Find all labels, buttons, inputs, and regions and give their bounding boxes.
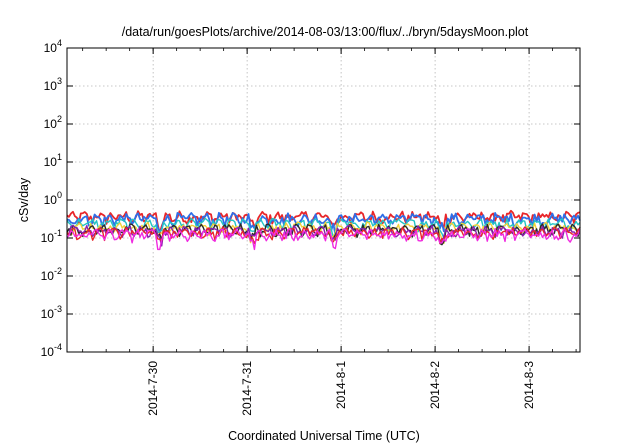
x-tick-label: 2014-7-30 [146, 361, 160, 416]
tick-label-layer: 10-4 10-3 10-2 10-1 100 101 102 103 104 2014-7-30… [41, 38, 536, 416]
y-axis-label: cSv/day [17, 177, 31, 222]
y-tick-label: 10-1 [41, 228, 62, 245]
y-tick-label: 102 [44, 114, 62, 131]
plot-frame [66, 47, 581, 353]
y-tick-label: 10-4 [41, 342, 62, 359]
y-tick-label: 10-2 [41, 266, 62, 283]
y-tick-label: 10-3 [41, 304, 62, 321]
x-tick-label: 2014-8-2 [428, 361, 442, 409]
series-layer [66, 209, 581, 251]
y-tick-label: 103 [44, 76, 62, 93]
x-tick-label: 2014-8-1 [334, 361, 348, 409]
y-tick-label: 100 [44, 190, 62, 207]
axis-layer [66, 47, 581, 353]
y-tick-label: 104 [44, 38, 62, 55]
x-tick-label: 2014-7-31 [240, 361, 254, 416]
x-tick-label: 2014-8-3 [522, 361, 536, 409]
y-tick-label: 101 [44, 152, 62, 169]
series-line [66, 227, 581, 251]
x-axis-label: Coordinated Universal Time (UTC) [228, 429, 420, 443]
grid-layer [67, 48, 580, 352]
series-line [66, 211, 581, 236]
chart-title: /data/run/goesPlots/archive/2014-08-03/1… [122, 25, 529, 39]
